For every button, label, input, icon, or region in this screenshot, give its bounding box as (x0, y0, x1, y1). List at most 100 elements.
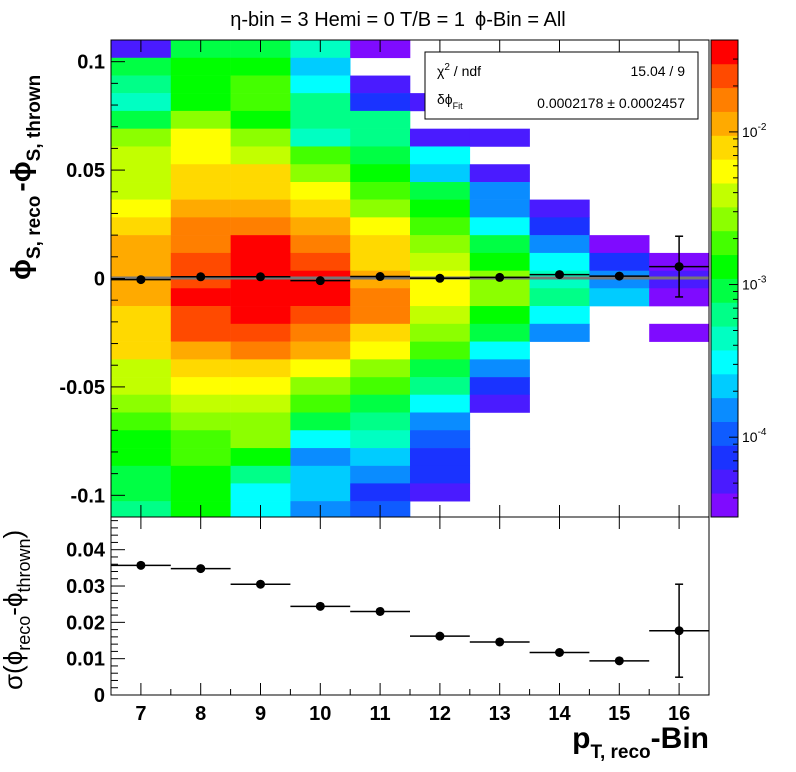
heatmap-cell (350, 164, 411, 183)
heatmap-cell (350, 430, 411, 449)
heatmap-cell (410, 164, 471, 183)
colorbar-segment (711, 159, 738, 184)
colorbar-segment (711, 445, 738, 470)
heatmap-cell (170, 394, 231, 413)
heatmap-cell (230, 483, 291, 502)
stats-chi2-value: 15.04 / 9 (631, 63, 686, 79)
heatmap-cell (410, 199, 471, 218)
heatmap-cell (111, 199, 172, 218)
heatmap-cell (350, 128, 411, 147)
heatmap-cell (410, 448, 471, 467)
heatmap-cell (170, 306, 231, 325)
stats-chi-sup: 2 (444, 62, 450, 73)
top-ylabel-phi1: ϕ (5, 259, 36, 280)
bottom-ylabel-close: ) (0, 530, 28, 539)
heatmap-cell (410, 235, 471, 254)
bottom-x-tick-label: 11 (370, 703, 391, 725)
title-eta-part: η-bin = 3 Hemi = 0 T/B = 1 (230, 9, 465, 31)
bottom-x-tick-label: 9 (255, 703, 266, 725)
heatmap-cell (410, 341, 471, 360)
heatmap-cell (469, 377, 530, 396)
heatmap-cell (529, 323, 590, 342)
colorbar-segment (711, 183, 738, 208)
heatmap-cell (230, 217, 291, 236)
colorbar-segment (711, 469, 738, 494)
heatmap-cell (290, 448, 351, 467)
heatmap-cell (170, 75, 231, 94)
bottom-y-tick-label: 0.04 (66, 540, 106, 562)
heatmap-cell (350, 75, 411, 94)
bottom-marker (614, 656, 624, 666)
colorbar-segment (711, 278, 738, 303)
top-markers (111, 235, 709, 298)
heatmap-cell (111, 483, 172, 502)
heatmap-cell (230, 164, 291, 183)
heatmap-cell (290, 306, 351, 325)
bottom-y-tick-label: 0 (94, 685, 105, 707)
heatmap-cell (529, 252, 590, 271)
heatmap-cell (230, 465, 291, 484)
heatmap-cell (350, 394, 411, 413)
top-marker (614, 271, 624, 281)
top-y-tick-label: 0.1 (77, 52, 105, 74)
bottom-marker (196, 564, 206, 574)
heatmap-cell (230, 199, 291, 218)
heatmap-cell (230, 288, 291, 307)
heatmap-cell (350, 217, 411, 236)
xlabel-sub: T, reco (590, 742, 650, 763)
heatmap-cell (290, 341, 351, 360)
heatmap-cell (230, 394, 291, 413)
heatmap-cell (230, 93, 291, 112)
heatmap-cell (111, 217, 172, 236)
heatmap-cell (350, 341, 411, 360)
bottom-marker (674, 626, 684, 636)
stats-box: χ2 / ndf 15.04 / 9 δϕFit 0.0002178 ± 0.0… (424, 51, 699, 120)
bottom-ylabel-sub2: thrown (14, 538, 34, 592)
heatmap-cell (290, 146, 351, 165)
heatmap-cell (290, 252, 351, 271)
heatmap-cell (230, 146, 291, 165)
heatmap-cell (469, 217, 530, 236)
heatmap-cell (469, 235, 530, 254)
heatmap-cell (230, 252, 291, 271)
heatmap-cell (469, 306, 530, 325)
stats-chi-symbol: χ (437, 63, 445, 79)
bottom-marker (495, 637, 505, 647)
bottom-x-tick-label: 10 (309, 703, 331, 725)
top-y-axis-label: ϕS, reco -ϕS, thrown (5, 75, 45, 280)
heatmap-cell (410, 252, 471, 271)
xlabel-rest: -Bin (651, 722, 709, 755)
bottom-marker (435, 631, 445, 641)
heatmap-cell (290, 110, 351, 129)
heatmap-cell (589, 252, 650, 271)
heatmap-cell (529, 288, 590, 307)
xlabel-p: p (572, 722, 590, 755)
colorbar-segment (711, 326, 738, 351)
colorbar-segment (711, 63, 738, 89)
heatmap-cell (350, 93, 411, 112)
top-marker (256, 272, 265, 282)
colorbar-segment (711, 230, 738, 256)
top-marker (196, 272, 206, 282)
heatmap-cell (410, 394, 471, 413)
colorbar-segment (711, 350, 738, 375)
top-y-tick-label: 0 (94, 269, 105, 291)
colorbar-tick-label: 10-4 (742, 427, 767, 445)
top-y-tick-label: 0.05 (66, 160, 105, 182)
heatmap-cell (290, 57, 351, 76)
heatmap-cell (469, 341, 530, 360)
heatmap-cell (290, 430, 351, 449)
bottom-markers (111, 560, 709, 678)
colorbar-segment (711, 87, 738, 112)
bottom-ylabel-sigma: σ(ϕ (0, 651, 28, 690)
heatmap-cell (170, 252, 231, 271)
bottom-x-tick-label: 8 (195, 703, 206, 725)
heatmap-cell (469, 359, 530, 378)
heatmap-cell (170, 110, 231, 129)
heatmap-cell (350, 306, 411, 325)
heatmap-cell (170, 359, 231, 378)
title-phi-part: ϕ-Bin = All (475, 9, 566, 31)
colorbar-tick-base: 10 (742, 124, 758, 140)
heatmap-cell (290, 75, 351, 94)
